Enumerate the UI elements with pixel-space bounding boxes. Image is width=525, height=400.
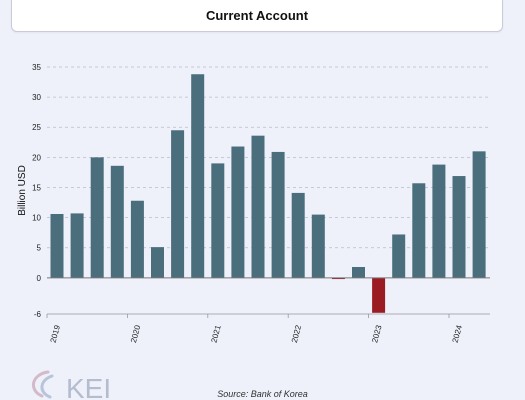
- bar: [291, 192, 305, 278]
- bar: [151, 247, 164, 278]
- bar: [412, 183, 426, 278]
- bar: [90, 157, 104, 278]
- bar: [70, 213, 84, 278]
- y-tick-label: 15: [32, 183, 41, 192]
- y-tick-label: 35: [32, 63, 41, 72]
- x-tick-label: 2023: [370, 324, 383, 344]
- bar: [352, 267, 365, 278]
- x-tick-label: 2019: [49, 324, 62, 344]
- bar: [331, 277, 345, 280]
- bar: [211, 163, 225, 278]
- y-tick-label: 20: [32, 153, 41, 162]
- bar: [191, 74, 205, 278]
- bar: [472, 151, 486, 278]
- source-note: Source: Bank of Korea: [217, 389, 308, 399]
- y-tick-label: 25: [32, 123, 41, 132]
- x-tick-label: 2022: [290, 324, 303, 344]
- bar: [311, 214, 325, 278]
- bar: [130, 200, 144, 278]
- y-tick-label: -6: [34, 310, 42, 319]
- bar: [231, 146, 245, 278]
- chart-title: Current Account: [205, 8, 309, 23]
- bar: [271, 151, 285, 278]
- y-tick-label: 30: [32, 93, 41, 102]
- y-axis-label: Billion USD: [17, 165, 28, 216]
- bar: [171, 130, 185, 278]
- logo-text: KEI: [66, 373, 111, 400]
- bar: [50, 213, 64, 278]
- bar: [110, 165, 124, 278]
- x-tick-label: 2020: [129, 324, 142, 344]
- y-tick-label: 10: [32, 214, 41, 223]
- bar: [251, 135, 265, 278]
- bar: [452, 176, 466, 278]
- chart-title-box: Current Account: [11, 0, 503, 32]
- x-tick-label: 2021: [209, 324, 222, 344]
- x-tick-label: 2024: [451, 324, 464, 344]
- bar: [392, 234, 406, 278]
- y-tick-label: 5: [37, 244, 42, 253]
- y-tick-label: 0: [37, 274, 42, 283]
- bar: [372, 277, 386, 313]
- bar: [432, 164, 446, 278]
- kei-logo: KEI: [32, 370, 111, 400]
